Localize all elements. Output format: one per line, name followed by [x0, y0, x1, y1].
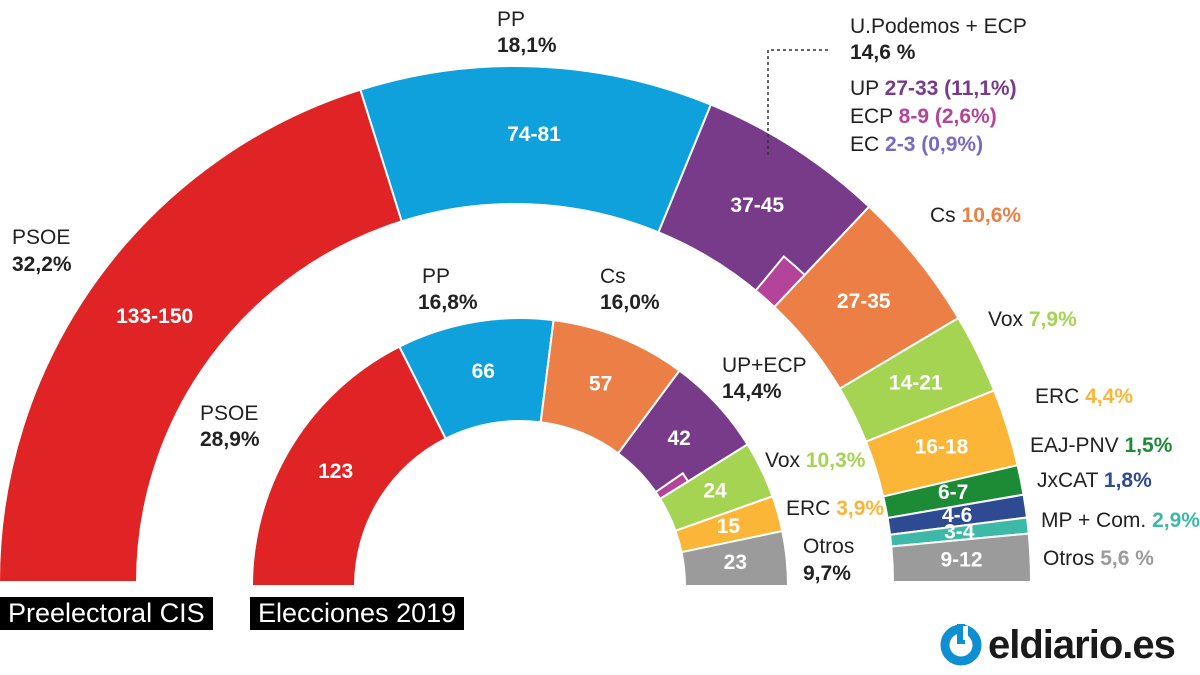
label-e19-psoe-name: PSOE [200, 402, 258, 425]
up-leader-line [767, 49, 828, 157]
label-cis-erc: ERC 4,4% [1035, 385, 1133, 408]
label-cis-jxcat: JxCAT 1,8% [1037, 469, 1152, 492]
cis-pnv-pct: 1,5% [1125, 434, 1173, 457]
cis-cs-name: Cs [930, 204, 956, 227]
label-cis-cs: Cs 10,6% [930, 204, 1021, 227]
cis-wedge-otros [890, 532, 1033, 583]
e19-seats-cs: 57 [589, 373, 612, 396]
label-e19-up-name: UP+ECP [722, 354, 807, 377]
label-e19-pp-name: PP [422, 265, 450, 288]
e19-seats-pp: 66 [472, 360, 495, 383]
cis-seats-otros: 9-12 [940, 549, 982, 572]
label-cis-pp-name: PP [497, 8, 525, 31]
cis-seats-cs: 27-35 [837, 290, 891, 313]
cis-mp-pct: 2,9% [1152, 509, 1200, 532]
label-cis-up-name: U.Podemos + ECP [850, 15, 1027, 38]
e19-erc-pct: 3,9% [836, 497, 884, 520]
label-e19-otros-name: Otros [803, 535, 854, 558]
eldiario-logo-icon [940, 624, 982, 666]
label-cis-up-breakdown-up: UP 27-33 (11,1%) [850, 77, 1017, 100]
label-e19-otros-pct: 9,7% [803, 562, 851, 585]
cis-seats-psoe: 133-150 [116, 305, 193, 328]
cis-erc-name: ERC [1035, 385, 1079, 408]
cis-seats-erc: 16-18 [915, 436, 969, 459]
e19-seats-psoe: 123 [318, 460, 353, 483]
label-cis-psoe-name: PSOE [12, 226, 70, 249]
label-cis-otros: Otros 5,6 % [1043, 547, 1154, 570]
label-cis-up-pct: 14,6 % [850, 41, 916, 64]
label-e19-pp-pct: 16,8% [418, 291, 478, 314]
label-e19-erc: ERC 3,9% [786, 497, 884, 520]
breakdown-up-val: 27-33 (11,1%) [885, 77, 1017, 100]
breakdown-ecp-name: ECP [850, 105, 893, 128]
cis-mp-name: MP + Com. [1041, 509, 1146, 532]
cis-seats-eaj-pnv: 6-7 [938, 481, 968, 504]
cis-pnv-name: EAJ-PNV [1030, 434, 1119, 457]
label-cis-mp: MP + Com. 2,9% [1041, 509, 1200, 532]
cis-seats-vox: 14-21 [889, 372, 943, 395]
label-cis-vox: Vox 7,9% [988, 308, 1077, 331]
cis-seats-u-podemos-ecp: 37-45 [730, 194, 784, 217]
e19-erc-name: ERC [786, 497, 830, 520]
label-cis-psoe-pct: 32,2% [12, 253, 72, 276]
cis-cs-pct: 10,6% [962, 204, 1022, 227]
cis-jxcat-name: JxCAT [1037, 469, 1099, 492]
cis-arc-group: 133-150 74-81 37-45 27-35 14-21 16-18 6-74-63-… [0, 65, 1033, 583]
breakdown-up-name: UP [850, 77, 879, 100]
e19-vox-name: Vox [765, 449, 801, 472]
cis-title-tag: Preelectoral CIS [0, 597, 213, 630]
breakdown-ec-name: EC [850, 133, 879, 156]
eldiario-logo[interactable]: eldiario.es [940, 617, 1176, 673]
label-cis-up-breakdown-ecp: ECP 8-9 (2,6%) [850, 105, 997, 128]
cis-seats-jxcat: 4-6 [942, 504, 972, 527]
cis-jxcat-pct: 1,8% [1104, 469, 1152, 492]
e19-seats-erc: 15 [717, 515, 741, 538]
label-e19-cs-name: Cs [600, 265, 626, 288]
elections-title-tag: Elecciones 2019 [250, 597, 465, 630]
label-e19-psoe-pct: 28,9% [200, 428, 260, 451]
e19-seats-otros: 23 [724, 551, 747, 574]
eldiario-logo-text: eldiario.es [988, 622, 1176, 667]
cis-otros-pct: 5,6 % [1100, 547, 1154, 570]
cis-erc-pct: 4,4% [1085, 385, 1133, 408]
breakdown-ec-val: 2-3 (0,9%) [885, 133, 983, 156]
cis-vox-name: Vox [988, 308, 1024, 331]
label-e19-cs-pct: 16,0% [600, 291, 660, 314]
cis-wedge-pp [359, 65, 713, 234]
label-cis-pp-pct: 18,1% [497, 34, 557, 57]
e19-seats-vox: 24 [703, 480, 727, 503]
label-e19-up-pct: 14,4% [722, 380, 782, 403]
cis-wedge-psoe [0, 88, 403, 583]
cis-otros-name: Otros [1043, 547, 1094, 570]
cis-seats-pp: 74-81 [507, 123, 561, 146]
e19-wedge-otros [680, 529, 790, 587]
label-e19-vox: Vox 10,3% [765, 449, 866, 472]
label-cis-pnv: EAJ-PNV 1,5% [1030, 434, 1173, 457]
breakdown-ecp-val: 8-9 (2,6%) [899, 105, 997, 128]
e19-vox-pct: 10,3% [806, 449, 866, 472]
e19-seats-up-ecp: 42 [667, 427, 690, 450]
elections-arc-group: 123 66 57 42 24 15 23 [250, 317, 790, 587]
cis-seats-mp-com: 3-4 [944, 521, 975, 544]
label-cis-up-breakdown-ec: EC 2-3 (0,9%) [850, 133, 983, 156]
cis-vox-pct: 7,9% [1029, 308, 1077, 331]
